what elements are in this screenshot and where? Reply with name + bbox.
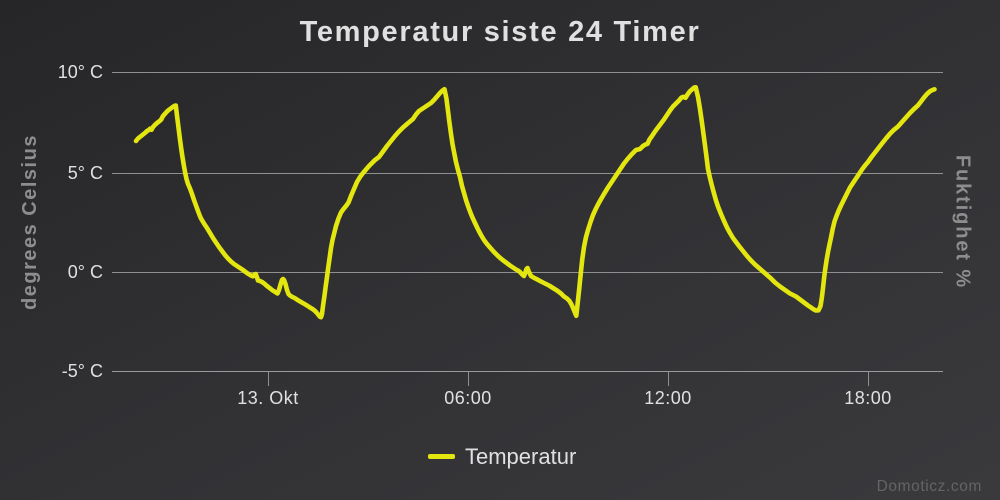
svg-text:13. Okt: 13. Okt	[237, 388, 299, 408]
svg-text:5° C: 5° C	[68, 163, 103, 183]
svg-text:12:00: 12:00	[644, 388, 692, 408]
svg-text:06:00: 06:00	[444, 388, 492, 408]
svg-text:Temperatur: Temperatur	[465, 444, 576, 469]
svg-text:Temperatur siste 24 Timer: Temperatur siste 24 Timer	[300, 16, 701, 48]
svg-text:-5° C: -5° C	[62, 361, 103, 381]
svg-text:Fuktighet %: Fuktighet %	[952, 155, 974, 289]
svg-text:0° C: 0° C	[68, 262, 103, 282]
svg-text:18:00: 18:00	[844, 388, 892, 408]
svg-text:degrees Celsius: degrees Celsius	[19, 134, 41, 310]
svg-text:Domoticz.com: Domoticz.com	[877, 478, 982, 495]
svg-text:10° C: 10° C	[58, 62, 103, 82]
